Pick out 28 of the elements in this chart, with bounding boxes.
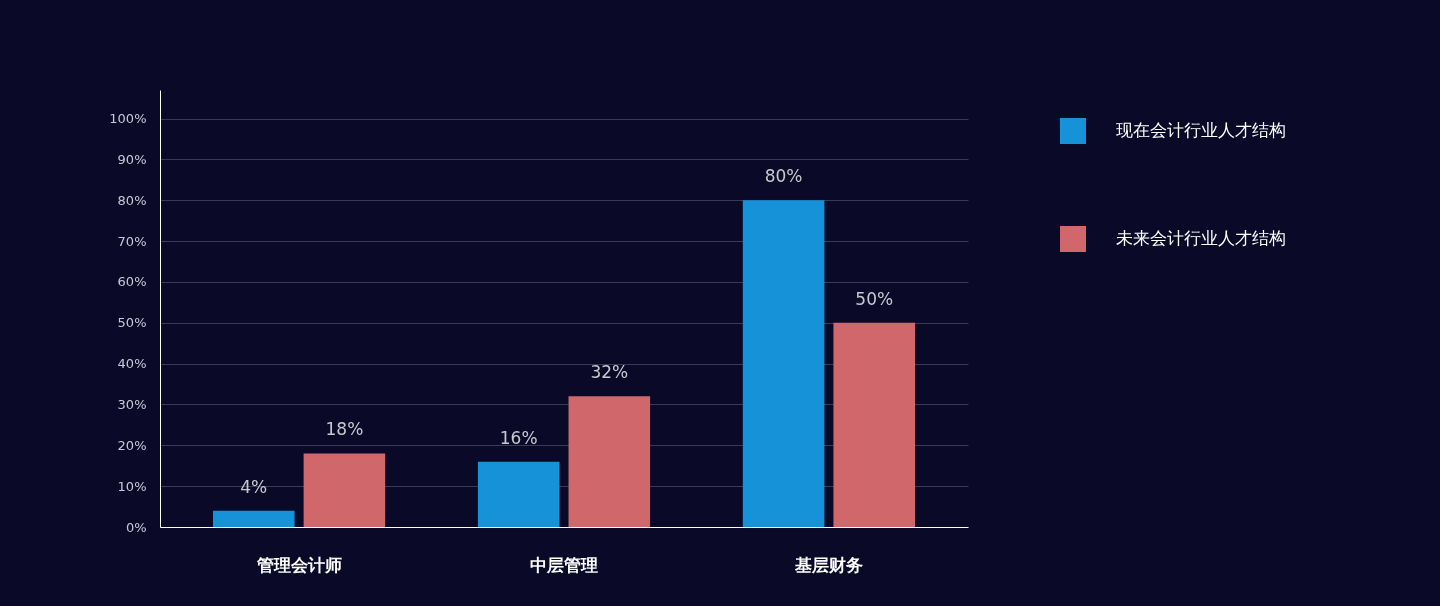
y-tick-label: 0% — [125, 519, 147, 535]
y-tick-label: 60% — [117, 274, 147, 290]
y-tick-label: 20% — [117, 437, 147, 453]
x-tick-label: 中层管理 — [530, 554, 598, 575]
bar — [742, 200, 825, 527]
bar — [833, 322, 916, 527]
y-tick-label: 100% — [109, 111, 147, 127]
y-tick-label: 50% — [117, 315, 147, 331]
y-tick-label: 70% — [117, 233, 147, 249]
data-label: 18% — [325, 419, 364, 440]
y-tick-label: 10% — [117, 478, 147, 494]
y-tick-label: 30% — [117, 396, 147, 412]
x-tick-label: 管理会计师 — [255, 554, 342, 575]
data-label: 50% — [855, 288, 894, 309]
bar — [212, 510, 295, 527]
data-label: 16% — [499, 427, 538, 448]
y-tick-label: 90% — [117, 151, 147, 167]
data-label: 32% — [590, 362, 629, 383]
data-label: 80% — [764, 166, 803, 187]
legend-label: 未来会计行业人才结构 — [1116, 228, 1286, 248]
data-label: 4% — [240, 476, 268, 497]
bar — [477, 461, 560, 527]
y-tick-label: 80% — [117, 192, 147, 208]
legend-label: 现在会计行业人才结构 — [1116, 120, 1286, 140]
x-tick-label: 基层财务 — [793, 554, 863, 575]
bar — [568, 396, 651, 527]
y-tick-label: 40% — [117, 356, 147, 372]
bar — [303, 453, 386, 527]
